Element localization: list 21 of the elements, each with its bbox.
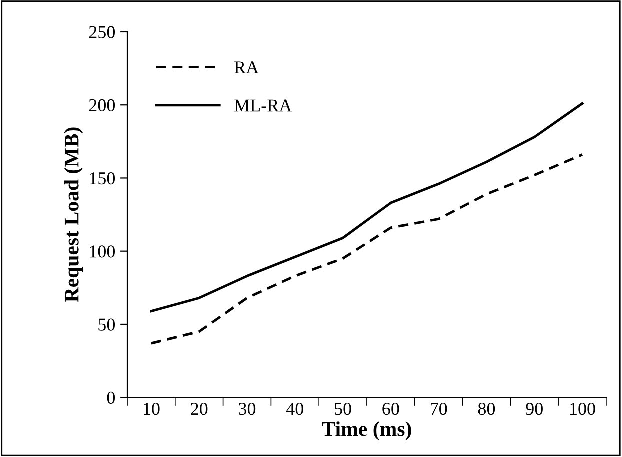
x-tick-label: 10 xyxy=(144,402,160,416)
y-tick-label: 200 xyxy=(89,99,116,112)
y-tick-label: 250 xyxy=(89,26,116,38)
x-tick-label: 20 xyxy=(191,402,208,416)
x-tick-label: 90 xyxy=(526,402,543,416)
x-tick-label: 30 xyxy=(239,402,256,416)
legend-label: RA xyxy=(234,62,259,74)
y-tick-label: 50 xyxy=(98,318,116,331)
y-tick-label: 0 xyxy=(107,392,116,404)
y-tick-label: 150 xyxy=(90,172,116,185)
x-tick-label: 70 xyxy=(430,402,448,416)
y-axis-title: Request Load (MB) xyxy=(64,128,84,302)
x-tick-label: 50 xyxy=(335,402,352,416)
x-tick-label: 100 xyxy=(570,402,596,416)
x-axis-title: Time (ms) xyxy=(322,422,412,440)
y-tick-label: 100 xyxy=(90,246,116,258)
x-tick-label: 60 xyxy=(382,402,400,416)
x-tick-label: 80 xyxy=(478,402,496,416)
x-tick-label: 40 xyxy=(286,402,304,416)
line-series xyxy=(150,154,584,345)
legend-label: ML-RA xyxy=(234,100,292,112)
